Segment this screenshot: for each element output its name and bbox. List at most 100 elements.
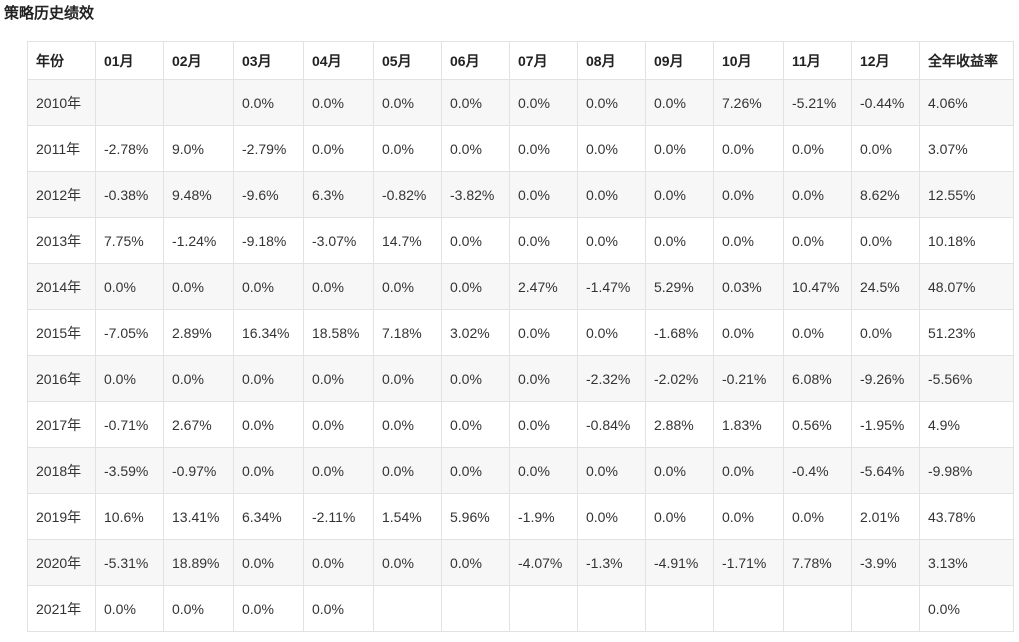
table-cell-month-return: -1.95% — [851, 401, 920, 448]
table-cell-month-return: 0.0% — [233, 401, 304, 448]
table-cell-month-return: 0.0% — [373, 355, 442, 402]
column-header-month: 03月 — [233, 41, 304, 80]
table-cell-month-return: -1.3% — [577, 539, 646, 586]
table-cell-month-return: -3.07% — [303, 217, 374, 264]
table-cell-month-return: 0.0% — [233, 539, 304, 586]
table-cell-month-return: 9.48% — [163, 171, 234, 218]
table-cell-month-return: 0.0% — [303, 447, 374, 494]
column-header-month: 08月 — [577, 41, 646, 80]
table-cell-month-return: 0.0% — [163, 585, 234, 632]
table-cell-month-return: -2.79% — [233, 125, 304, 172]
table-cell-month-return: 0.0% — [783, 171, 852, 218]
table-header-row: 年份 01月 02月 03月 04月 05月 06月 07月 08月 09月 10月 11月 12月 全年… — [27, 41, 1014, 80]
table-cell-month-return: 0.0% — [713, 493, 784, 540]
table-row: 2013年 7.75% -1.24% -9.18% -3.07% 14.7% 0.0% 0.0… — [27, 217, 1014, 264]
table-cell-month-return: 0.0% — [783, 217, 852, 264]
table-cell-month-return: 0.0% — [441, 447, 510, 494]
table-cell-month-return — [95, 79, 164, 126]
table-cell-month-return: -2.32% — [577, 355, 646, 402]
table-cell-month-return: 0.0% — [441, 125, 510, 172]
table-cell-month-return: 0.0% — [303, 355, 374, 402]
column-header-month: 02月 — [163, 41, 234, 80]
table-cell-month-return: 0.0% — [233, 355, 304, 402]
table-cell-annual-return: 3.13% — [919, 539, 1014, 586]
table-cell-annual-return: 51.23% — [919, 309, 1014, 356]
table-row: 2017年 -0.71% 2.67% 0.0% 0.0% 0.0% 0.0% 0.0% -0.8… — [27, 401, 1014, 448]
table-cell-month-return: 14.7% — [373, 217, 442, 264]
table-cell-month-return: 0.0% — [577, 217, 646, 264]
table-cell-month-return — [441, 585, 510, 632]
table-cell-annual-return: 12.55% — [919, 171, 1014, 218]
table-cell-month-return: 0.56% — [783, 401, 852, 448]
table-cell-month-return: 7.26% — [713, 79, 784, 126]
table-cell-month-return: 8.62% — [851, 171, 920, 218]
table-cell-month-return: 0.0% — [645, 125, 714, 172]
table-cell-annual-return: 4.06% — [919, 79, 1014, 126]
table-cell-month-return: 6.08% — [783, 355, 852, 402]
table-cell-annual-return: 0.0% — [919, 585, 1014, 632]
table-cell-month-return: 2.89% — [163, 309, 234, 356]
table-cell-month-return: -5.31% — [95, 539, 164, 586]
table-cell-month-return: 0.0% — [509, 447, 578, 494]
table-cell-month-return: 0.0% — [441, 79, 510, 126]
table-cell-month-return: -2.11% — [303, 493, 374, 540]
table-cell-month-return: -7.05% — [95, 309, 164, 356]
table-cell-month-return: 0.0% — [373, 263, 442, 310]
column-header-year: 年份 — [27, 41, 96, 80]
table-cell-month-return — [851, 585, 920, 632]
table-cell-month-return — [783, 585, 852, 632]
table-cell-month-return: -3.82% — [441, 171, 510, 218]
table-cell-month-return: -1.9% — [509, 493, 578, 540]
table-cell-month-return: 1.54% — [373, 493, 442, 540]
table-cell-year: 2011年 — [27, 125, 96, 172]
table-cell-year: 2015年 — [27, 309, 96, 356]
table-cell-month-return: 0.0% — [373, 539, 442, 586]
table-cell-annual-return: 48.07% — [919, 263, 1014, 310]
table-cell-month-return: 16.34% — [233, 309, 304, 356]
table-cell-month-return: -0.21% — [713, 355, 784, 402]
table-cell-month-return: 0.0% — [783, 309, 852, 356]
table-cell-month-return: 0.0% — [783, 125, 852, 172]
table-cell-month-return: 0.0% — [373, 125, 442, 172]
column-header-month: 01月 — [95, 41, 164, 80]
table-cell-month-return: -1.24% — [163, 217, 234, 264]
table-cell-month-return — [373, 585, 442, 632]
table-cell-month-return: 0.0% — [851, 125, 920, 172]
table-cell-month-return: 7.75% — [95, 217, 164, 264]
table-cell-month-return: -0.4% — [783, 447, 852, 494]
table-cell-month-return: 0.0% — [303, 79, 374, 126]
table-cell-month-return — [509, 585, 578, 632]
table-cell-month-return: -1.71% — [713, 539, 784, 586]
table-cell-annual-return: 10.18% — [919, 217, 1014, 264]
table-cell-month-return: 0.0% — [441, 263, 510, 310]
column-header-month: 12月 — [851, 41, 920, 80]
table-cell-month-return: 0.0% — [303, 125, 374, 172]
table-cell-month-return: 0.0% — [645, 493, 714, 540]
table-body: 2010年 0.0% 0.0% 0.0% 0.0% 0.0% 0.0% 0.0% 7.26% -5… — [27, 79, 1014, 632]
table-row: 2020年 -5.31% 18.89% 0.0% 0.0% 0.0% 0.0% -4.07% -… — [27, 539, 1014, 586]
table-cell-month-return — [713, 585, 784, 632]
table-cell-month-return: 6.34% — [233, 493, 304, 540]
page-title: 策略历史绩效 — [4, 4, 95, 22]
table-cell-month-return: 0.0% — [577, 125, 646, 172]
table-cell-month-return: 0.0% — [441, 539, 510, 586]
table-cell-month-return: 3.02% — [441, 309, 510, 356]
table-cell-month-return: 0.0% — [713, 217, 784, 264]
table-cell-year: 2016年 — [27, 355, 96, 402]
table-row: 2011年 -2.78% 9.0% -2.79% 0.0% 0.0% 0.0% 0.0% 0.0… — [27, 125, 1014, 172]
table-cell-month-return: 0.0% — [373, 401, 442, 448]
table-cell-month-return: 0.0% — [233, 263, 304, 310]
table-cell-month-return — [645, 585, 714, 632]
table-cell-month-return: -0.38% — [95, 171, 164, 218]
table-cell-month-return: 0.0% — [303, 401, 374, 448]
table-cell-month-return: -3.59% — [95, 447, 164, 494]
table-cell-month-return: 0.0% — [577, 493, 646, 540]
table-cell-annual-return: -5.56% — [919, 355, 1014, 402]
table-cell-month-return: -0.44% — [851, 79, 920, 126]
column-header-month: 05月 — [373, 41, 442, 80]
table-cell-month-return: 18.89% — [163, 539, 234, 586]
table-cell-month-return: -1.68% — [645, 309, 714, 356]
table-cell-month-return: 2.47% — [509, 263, 578, 310]
table-row: 2014年 0.0% 0.0% 0.0% 0.0% 0.0% 0.0% 2.47% -1.47%… — [27, 263, 1014, 310]
table-cell-month-return: 0.0% — [303, 263, 374, 310]
